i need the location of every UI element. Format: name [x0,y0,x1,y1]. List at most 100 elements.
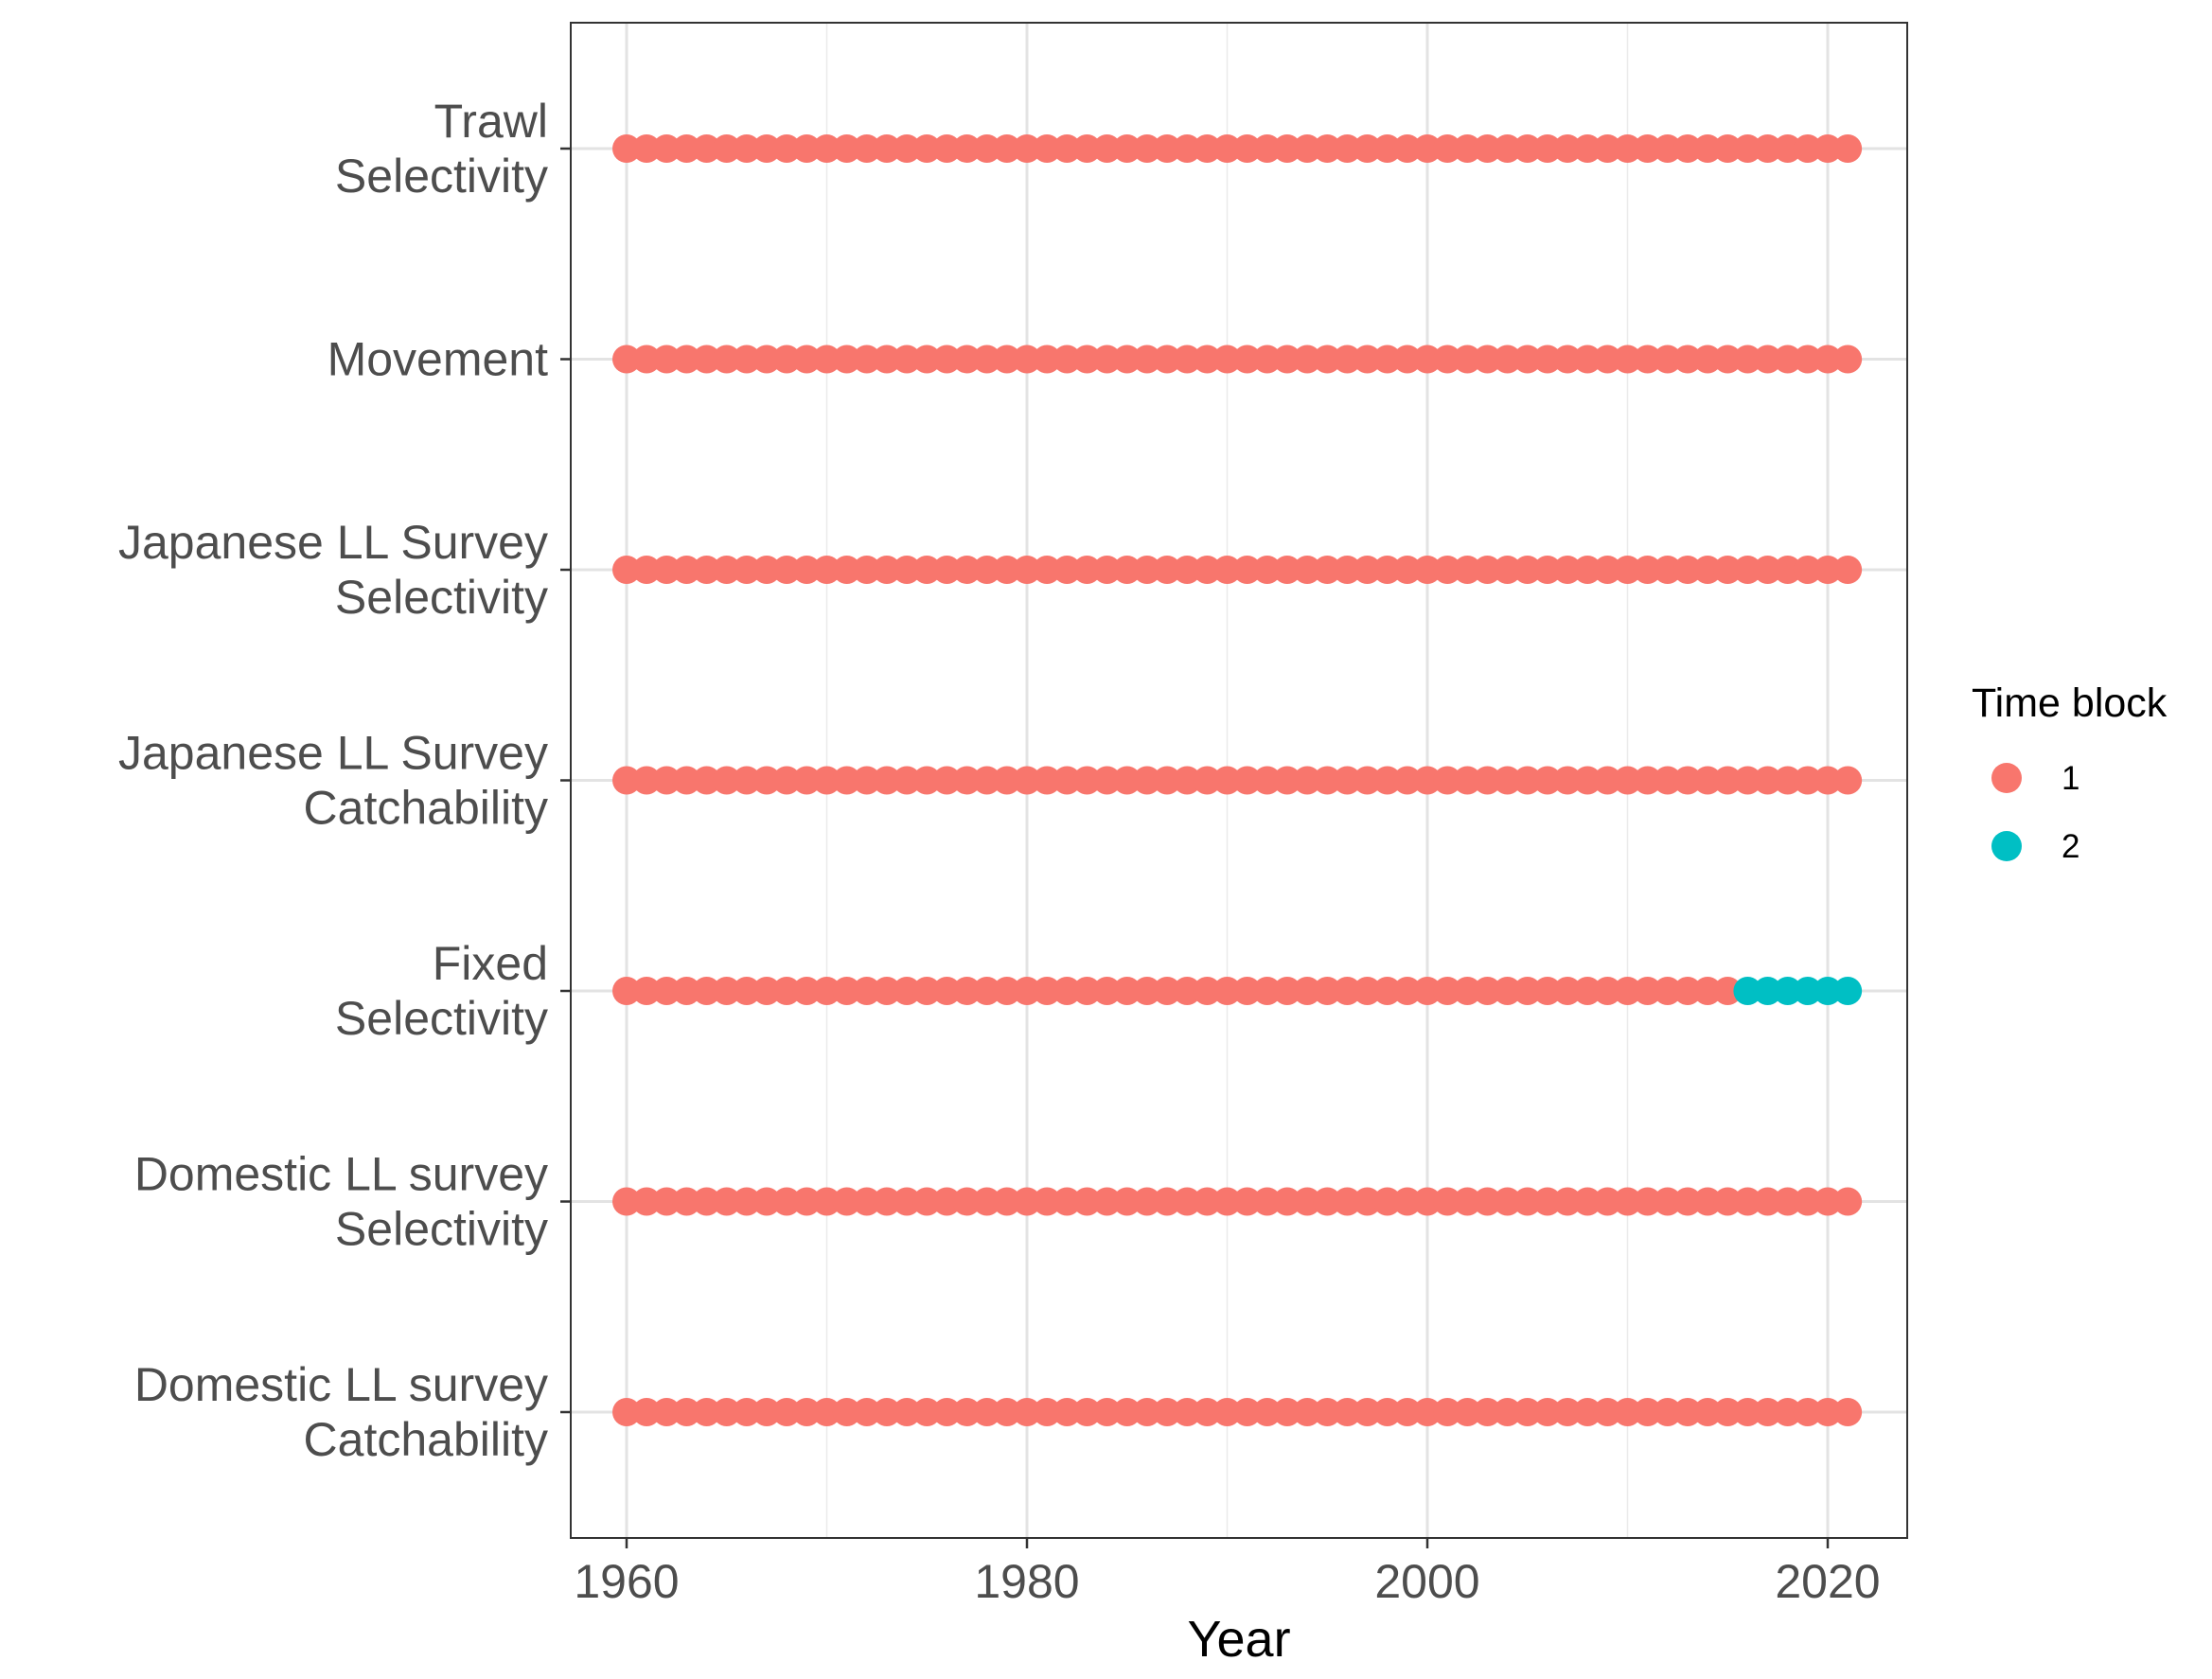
data-point [752,766,782,795]
data-point [1553,766,1583,795]
data-point [1773,1187,1802,1216]
data-point [893,1398,922,1426]
data-point [1713,766,1743,795]
data-point [672,1398,701,1426]
data-point [1252,345,1282,374]
data-point [1272,134,1301,163]
data-point [872,977,901,1005]
data-point [1473,766,1502,795]
y-axis-tick-label: Fixed Selectivity [335,937,548,1045]
data-point [1353,134,1382,163]
data-point [1753,1398,1782,1426]
data-point [1613,1398,1642,1426]
data-point [812,977,841,1005]
data-point [1153,977,1182,1005]
data-point [1833,766,1863,795]
data-point [1453,1187,1482,1216]
data-point [732,1398,761,1426]
data-point [832,1187,861,1216]
data-point [1753,977,1782,1005]
data-point [792,977,822,1005]
data-point [1513,1398,1542,1426]
data-point [1814,977,1842,1005]
data-point [893,977,922,1005]
data-point [1653,556,1682,584]
data-point [852,766,881,795]
data-point [752,556,782,584]
data-point [1473,345,1502,374]
data-point [1693,1187,1723,1216]
data-point [1833,345,1863,374]
data-point [1672,134,1702,163]
data-point [692,1398,721,1426]
data-point [1553,1187,1583,1216]
data-point [1493,345,1522,374]
data-point [1593,977,1622,1005]
data-point [1833,1398,1863,1426]
data-point [893,766,922,795]
data-point [1573,1187,1602,1216]
data-point [1372,1398,1402,1426]
data-point [812,1398,841,1426]
data-point [1033,345,1062,374]
data-point [1033,766,1062,795]
data-point [712,345,741,374]
data-point [832,556,861,584]
data-point [1833,556,1863,584]
data-point [1353,1187,1382,1216]
data-point [932,1398,962,1426]
data-point [952,977,982,1005]
data-point [1333,1398,1362,1426]
x-axis-tick-label: 2020 [1775,1555,1880,1608]
data-point [1132,766,1161,795]
data-point [1653,345,1682,374]
x-axis: 1960 1980 2000 2020 [574,1538,1881,1608]
data-point [712,766,741,795]
data-point [1212,977,1242,1005]
data-point [1153,134,1182,163]
data-point [1313,1398,1342,1426]
data-point [1232,766,1262,795]
data-point [1092,345,1122,374]
data-point [1033,1398,1062,1426]
data-point [1613,345,1642,374]
data-point [732,766,761,795]
data-point [872,766,901,795]
data-point [672,345,701,374]
data-point [1713,556,1743,584]
data-point [1513,1187,1542,1216]
data-point [792,1398,822,1426]
data-point [612,977,641,1005]
data-point [1593,556,1622,584]
data-point [1173,345,1202,374]
data-point [1453,1398,1482,1426]
data-point [1392,766,1422,795]
data-point [1053,134,1082,163]
data-point [852,977,881,1005]
data-point [1053,766,1082,795]
data-point [1713,977,1743,1005]
data-point [1353,556,1382,584]
data-point [932,977,962,1005]
data-point [772,977,802,1005]
data-point [872,1187,901,1216]
data-point [1193,345,1222,374]
data-point [1173,766,1202,795]
data-point [1613,556,1642,584]
data-point [952,1187,982,1216]
data-point [1092,134,1122,163]
data-point [1252,556,1282,584]
data-point [752,134,782,163]
data-point [692,134,721,163]
data-point [1453,345,1482,374]
data-point [972,556,1001,584]
data-point [1212,1187,1242,1216]
data-point [1733,977,1762,1005]
data-point [1672,766,1702,795]
data-point [1713,1187,1743,1216]
data-point [1814,766,1842,795]
data-point [1212,134,1242,163]
data-point [1293,345,1322,374]
data-point [1473,1187,1502,1216]
data-point [1793,1187,1822,1216]
